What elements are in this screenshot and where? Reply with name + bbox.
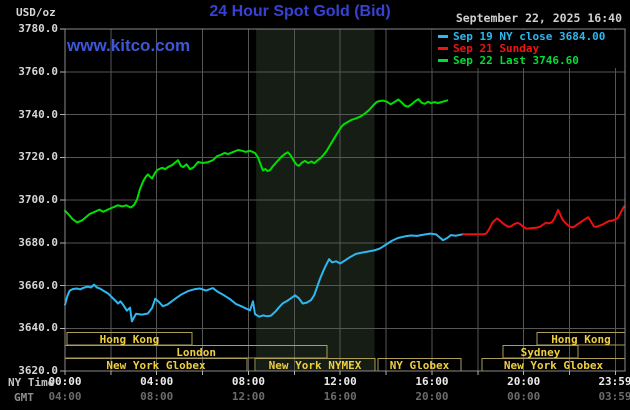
legend-label: Sep 21 Sunday [453, 42, 540, 55]
session-label: New York NYMEX [269, 359, 362, 372]
y-tick-label: 3640.0 [18, 321, 58, 335]
x-tick-label: 16:00 [323, 390, 357, 403]
x-tick-label: 12:00 [323, 375, 357, 388]
legend-item: Sep 21 Sunday [438, 43, 605, 55]
gmt-caption: GMT [14, 391, 34, 404]
x-tick-label: 00:00 [507, 390, 541, 403]
y-tick-label: 3700.0 [18, 193, 58, 206]
y-tick-label: 3660.0 [18, 278, 58, 292]
y-tick-label: 3680.0 [18, 235, 58, 249]
legend-label: Sep 22 Last 3746.60 [453, 54, 579, 67]
session-label: London [176, 346, 216, 359]
session-label: Hong Kong [100, 333, 160, 346]
legend-dash-icon [438, 47, 448, 50]
legend-dash-icon [438, 35, 448, 38]
page-title: 24 Hour Spot Gold (Bid) [209, 3, 391, 20]
kitco-link[interactable]: www.kitco.com [67, 36, 191, 55]
y-tick-label: 3760.0 [18, 64, 58, 78]
session-label: New York Globex [504, 359, 604, 372]
timestamp: September 22, 2025 16:40 [455, 11, 622, 25]
session-label: Sydney [521, 346, 561, 359]
y-tick-label: 3720.0 [18, 150, 58, 164]
legend-label: Sep 19 NY close 3684.00 [453, 30, 606, 43]
y-tick-label: 3740.0 [18, 107, 58, 121]
unit-label: USD/oz [16, 6, 56, 19]
legend-item: Sep 19 NY close 3684.00 [438, 31, 605, 43]
x-tick-label: 04:00 [140, 375, 174, 388]
x-tick-label: 20:00 [415, 390, 449, 403]
x-tick-label: 04:00 [48, 390, 82, 403]
y-tick-label: 3620.0 [18, 364, 58, 377]
x-tick-label: 08:00 [231, 375, 266, 388]
x-tick-label: 08:00 [140, 390, 174, 403]
session-label: NY Globex [390, 359, 450, 372]
x-tick-label: 12:00 [231, 390, 266, 403]
legend-backdrop [432, 30, 624, 68]
x-tick-label: 23:59 [598, 375, 630, 388]
session-label: New York Globex [106, 359, 206, 372]
legend-dash-icon [438, 59, 448, 62]
x-tick-label: 00:00 [48, 375, 82, 388]
series-line-sep-19-ny-close [64, 232, 465, 323]
legend: Sep 19 NY close 3684.00 Sep 21 Sunday Sep … [438, 31, 605, 67]
x-tick-label: 20:00 [507, 375, 541, 388]
x-tick-label: 03:59 [598, 390, 630, 403]
session-label: Hong Kong [551, 333, 611, 346]
legend-item: Sep 22 Last 3746.60 [438, 55, 605, 67]
ny-time-caption: NY Time [8, 376, 55, 389]
x-tick-label: 16:00 [415, 375, 449, 388]
series-line-sep-21-sunday [462, 205, 626, 236]
y-tick-label: 3780.0 [18, 22, 58, 35]
series-line-sep-22-last [64, 98, 449, 224]
